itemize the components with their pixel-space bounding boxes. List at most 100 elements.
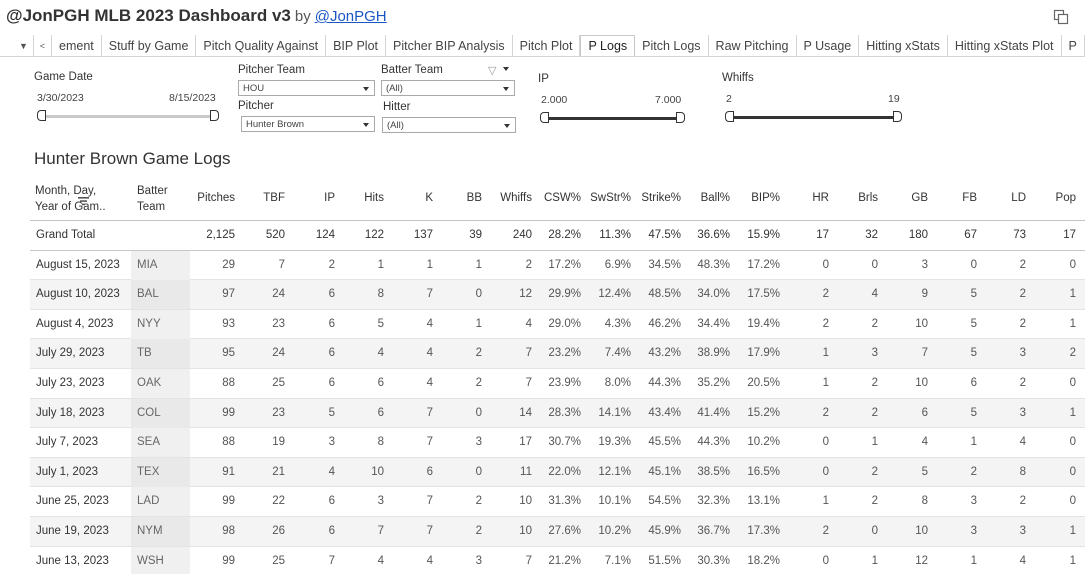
column-header-ball-pct[interactable]: Ball% — [700, 192, 730, 204]
tab-pitch-logs[interactable]: Pitch Logs — [635, 35, 709, 56]
table-cell: 51.5% — [648, 554, 681, 567]
table-row[interactable]: June 19, 2023 NYM 98 26 6 7 7 2 10 27.6% 10.2% 45.9… — [30, 517, 1085, 547]
table-cell: 29.0% — [548, 317, 581, 330]
filter-icon[interactable]: ▽ — [488, 65, 497, 77]
filter-menu-icon[interactable] — [503, 67, 509, 71]
table-cell: 3 — [1019, 406, 1026, 419]
table-row[interactable]: August 10, 2023 BAL 97 24 6 8 7 0 12 29.9% 12.4% 48… — [30, 280, 1085, 310]
tab-pitcher-bip-analysis[interactable]: Pitcher BIP Analysis — [386, 35, 513, 56]
table-cell: 1 — [871, 436, 878, 449]
column-header-pitches[interactable]: Pitches — [197, 192, 235, 204]
table-row[interactable]: July 7, 2023 SEA 88 19 3 8 7 3 17 30.7% 19.3% 45.5%… — [30, 428, 1085, 458]
table-row[interactable]: June 25, 2023 LAD 99 22 6 3 7 2 10 31.3% 10.1% 54.5… — [30, 487, 1085, 517]
column-header-hr[interactable]: HR — [812, 192, 829, 204]
column-header-bb[interactable]: BB — [466, 192, 482, 204]
table-cell: 2 — [475, 377, 482, 389]
ip-max-handle[interactable] — [676, 112, 685, 123]
tab-hitting-xstats-plot[interactable]: Hitting xStats Plot — [948, 35, 1062, 56]
table-cell: 91 — [222, 465, 235, 478]
column-header-ld[interactable]: LD — [1011, 192, 1026, 204]
author-link[interactable]: @JonPGH — [314, 8, 387, 25]
column-header-hits[interactable]: Hits — [364, 192, 384, 204]
table-cell: 7 — [426, 495, 433, 508]
column-header-gb[interactable]: GB — [911, 192, 928, 204]
tab-pitch-quality-against[interactable]: Pitch Quality Against — [196, 35, 327, 56]
column-header-brls[interactable]: Brls — [858, 192, 878, 204]
tab-p-logs[interactable]: P Logs — [580, 35, 636, 56]
table-cell: 10.1% — [598, 495, 631, 508]
table-cell: 10 — [915, 317, 928, 330]
game-date-cell: June 19, 2023 — [36, 525, 109, 537]
table-cell: 13.1% — [747, 495, 780, 508]
table-row[interactable]: August 4, 2023 NYY 93 23 6 5 4 1 4 29.0% 4.3% 46.2%… — [30, 309, 1085, 340]
table-cell: 6 — [328, 317, 335, 330]
table-cell: 54.5% — [648, 495, 681, 508]
column-header-csw-pct[interactable]: CSW% — [543, 192, 581, 204]
tab-hitting-xstats[interactable]: Hitting xStats — [859, 35, 948, 56]
table-cell: 1 — [426, 258, 433, 271]
column-header-tbf[interactable]: TBF — [263, 192, 285, 204]
column-header-swstr-pct[interactable]: SwStr% — [590, 192, 631, 204]
column-header-whiffs[interactable]: Whiffs — [500, 192, 532, 204]
table-cell: 2 — [871, 317, 878, 330]
whiffs-max-handle[interactable] — [893, 111, 902, 122]
ip-min-handle[interactable] — [540, 112, 549, 123]
tab-scroll-left-icon[interactable]: < — [34, 35, 52, 56]
column-header-bip-pct[interactable]: BIP% — [751, 192, 780, 204]
game-date-cell: July 1, 2023 — [36, 465, 99, 478]
table-cell: 2 — [1019, 495, 1026, 508]
table-cell: 10.2% — [598, 525, 631, 537]
table-cell: 0 — [871, 525, 878, 537]
share-icon[interactable] — [1053, 9, 1069, 25]
table-cell: 35.2% — [697, 377, 730, 389]
tab-bip-plot[interactable]: BIP Plot — [326, 35, 387, 56]
column-header-ip[interactable]: IP — [324, 192, 335, 204]
column-header-pop[interactable]: Pop — [1055, 192, 1076, 204]
tab-ement[interactable]: ement — [52, 35, 102, 56]
table-row[interactable]: July 23, 2023 OAK 88 25 6 6 4 2 7 23.9% 8.0% 44.3% 3… — [30, 369, 1085, 399]
pitcher-team-dropdown[interactable]: HOU — [238, 80, 375, 96]
table-cell: 137 — [413, 229, 433, 241]
whiffs-min-handle[interactable] — [725, 111, 734, 122]
table-cell: 4 — [377, 554, 384, 567]
table-cell: 44.3% — [697, 436, 730, 449]
table-row[interactable]: June 13, 2023 WSH 99 25 7 4 4 3 7 21.2% 7.1% 51.5% 3… — [30, 546, 1085, 574]
tab-stuff-by-game[interactable]: Stuff by Game — [102, 35, 197, 56]
tab-pitch-plot[interactable]: Pitch Plot — [513, 35, 581, 56]
game-date-start-handle[interactable] — [37, 110, 46, 121]
table-cell: 8 — [921, 495, 928, 508]
hitter-dropdown[interactable]: (All) — [382, 117, 516, 133]
table-cell: 12 — [519, 288, 532, 301]
table-cell: 7 — [426, 288, 433, 301]
table-title: Hunter Brown Game Logs — [34, 149, 231, 168]
table-row[interactable]: August 15, 2023 MIA 29 7 2 1 1 1 2 17.2% 6.9% 34.5%… — [30, 250, 1085, 281]
table-cell: 30.7% — [548, 436, 581, 449]
game-date-end-handle[interactable] — [210, 110, 219, 121]
table-row[interactable]: July 18, 2023 COL 99 23 5 6 7 0 14 28.3% 14.1% 43.4… — [30, 398, 1085, 429]
table-cell: 34.5% — [648, 258, 681, 271]
table-cell: 23.9% — [548, 377, 581, 389]
column-header-k[interactable]: K — [425, 192, 433, 204]
dashboard-title-text: @JonPGH MLB 2023 Dashboard v3 — [6, 6, 291, 25]
tab-p-usage[interactable]: P Usage — [797, 35, 860, 56]
tab-raw-pitching[interactable]: Raw Pitching — [709, 35, 797, 56]
table-cell: 4 — [871, 288, 878, 301]
table-cell: 2 — [822, 288, 829, 301]
table-cell: 10 — [519, 495, 532, 508]
pitcher-dropdown[interactable]: Hunter Brown — [241, 116, 375, 132]
column-header-strike-pct[interactable]: Strike% — [641, 192, 681, 204]
pitcher-team-value: HOU — [243, 83, 265, 94]
table-cell: 2 — [475, 347, 482, 360]
tab-menu-down-icon[interactable]: ▼ — [14, 35, 34, 56]
game-date-cell: August 15, 2023 — [36, 258, 120, 271]
table-row[interactable]: July 29, 2023 TB 95 24 6 4 4 2 7 23.2% 7.4% 43.2% 38… — [30, 339, 1085, 369]
table-cell: 26 — [272, 525, 285, 537]
sort-icon[interactable] — [78, 196, 90, 206]
table-cell: 1 — [871, 554, 878, 567]
by-label: by — [294, 8, 311, 25]
tab-p[interactable]: P — [1062, 35, 1085, 56]
column-header-fb[interactable]: FB — [962, 192, 977, 204]
table-cell: 6 — [426, 465, 433, 478]
table-row[interactable]: July 1, 2023 TEX 91 21 4 10 6 0 11 22.0% 12.1% 45.1… — [30, 457, 1085, 488]
batter-team-dropdown[interactable]: (All) — [381, 80, 515, 96]
